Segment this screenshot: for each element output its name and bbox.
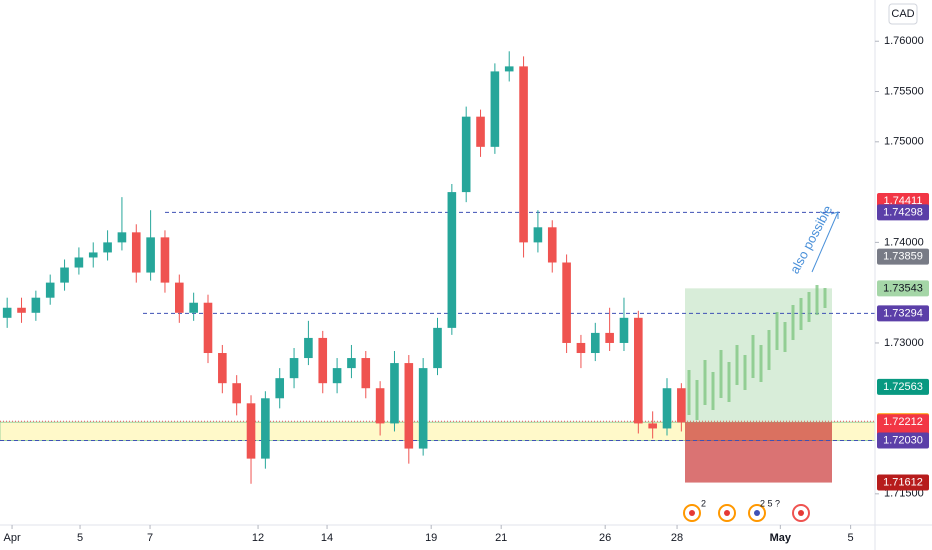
candle-body (2, 307, 12, 318)
x-tick-label: 14 (321, 532, 333, 544)
candle-body (146, 237, 155, 273)
price-label-box (877, 280, 929, 297)
candle-body (175, 282, 184, 313)
price-label: 1.73543 (883, 282, 923, 294)
price-label-box (877, 204, 929, 221)
price-label-box (877, 432, 929, 449)
x-tick-label: 12 (252, 532, 264, 544)
candle-body (648, 423, 657, 429)
x-tick-label: 7 (147, 532, 153, 544)
candle-body (74, 257, 84, 268)
candle-body (519, 66, 528, 243)
candle-body (218, 353, 227, 384)
candle-body (677, 388, 686, 423)
price-label: 1.74298 (883, 206, 923, 218)
event-count: 2 5 ? (760, 498, 780, 508)
candle-body (289, 358, 299, 379)
candle-body (619, 317, 629, 343)
event-count: 2 (701, 498, 706, 508)
candle-body (318, 337, 328, 384)
price-label: 1.72212 (883, 416, 923, 428)
candle-body (461, 116, 471, 193)
candle-body (634, 317, 643, 424)
y-tick-label: 1.75500 (884, 85, 924, 97)
candle-body (490, 71, 500, 147)
candle-body (504, 66, 514, 72)
price-label: 1.74411 (884, 195, 923, 207)
candle-body (562, 262, 571, 343)
event-icons (683, 504, 810, 522)
candle-body (261, 398, 270, 459)
candle-body (547, 227, 557, 263)
candle-body (45, 282, 55, 298)
annotation-arrowhead (830, 211, 839, 219)
x-tick-label: Apr (3, 532, 20, 544)
candle-body (304, 337, 313, 359)
currency-box[interactable] (888, 3, 918, 25)
candle-body (189, 302, 198, 313)
candle-body (418, 368, 428, 449)
candle-body (404, 363, 414, 449)
candle-body (590, 332, 600, 354)
candle-body (576, 342, 586, 354)
candle-body (361, 358, 371, 389)
price-label: 1.72563 (883, 381, 923, 393)
y-tick-label: 1.71500 (884, 488, 924, 500)
projection (687, 285, 827, 420)
price-label-box (877, 378, 929, 395)
y-tick-label: 1.73000 (884, 337, 924, 349)
y-tick-label: 1.75000 (884, 136, 924, 148)
candle-body (103, 242, 112, 253)
price-label: 1.73294 (883, 307, 923, 319)
candle-body (447, 192, 457, 328)
candle-body (17, 307, 26, 313)
x-tick-label: 26 (599, 532, 611, 544)
candle-body (605, 332, 614, 343)
candle-body (160, 237, 170, 283)
currency[interactable]: CAD (891, 8, 914, 20)
candle-body (246, 403, 256, 459)
candle-body (131, 232, 141, 273)
candle-body (390, 363, 399, 424)
price-label: 1.72030 (883, 434, 923, 446)
candles (2, 51, 686, 484)
candle-body (203, 302, 213, 354)
candle-body (433, 327, 442, 369)
candle-body (117, 232, 127, 243)
candle-body (60, 267, 69, 283)
annotation-arrow (811, 211, 839, 273)
price-label: 1.73859 (883, 250, 923, 262)
zones (0, 211, 876, 483)
price-label-box (877, 474, 929, 491)
x-tick-label: 5 (77, 532, 83, 544)
x-tick-label: May (770, 532, 792, 544)
x-tick-label: 21 (495, 532, 507, 544)
x-tick-label: 28 (671, 532, 683, 544)
y-tick-label: 1.76000 (884, 35, 924, 47)
candle-body (332, 368, 342, 384)
x-tick-label: 5 (848, 532, 854, 544)
price-label: 1.71612 (883, 476, 923, 488)
candle-body (533, 227, 543, 243)
candle-body (476, 116, 485, 147)
candle-body (31, 297, 41, 313)
candle-body (275, 378, 285, 399)
candle-body (232, 383, 241, 404)
x-tick-label: 19 (425, 532, 437, 544)
candle-body (88, 252, 98, 258)
price-label-box (877, 248, 929, 265)
candle-body (347, 358, 356, 369)
y-tick-label: 1.74000 (884, 236, 924, 248)
candle-body (375, 388, 385, 424)
candle-body (662, 388, 672, 429)
stop-zone (685, 422, 832, 483)
price-label-box (877, 305, 929, 322)
